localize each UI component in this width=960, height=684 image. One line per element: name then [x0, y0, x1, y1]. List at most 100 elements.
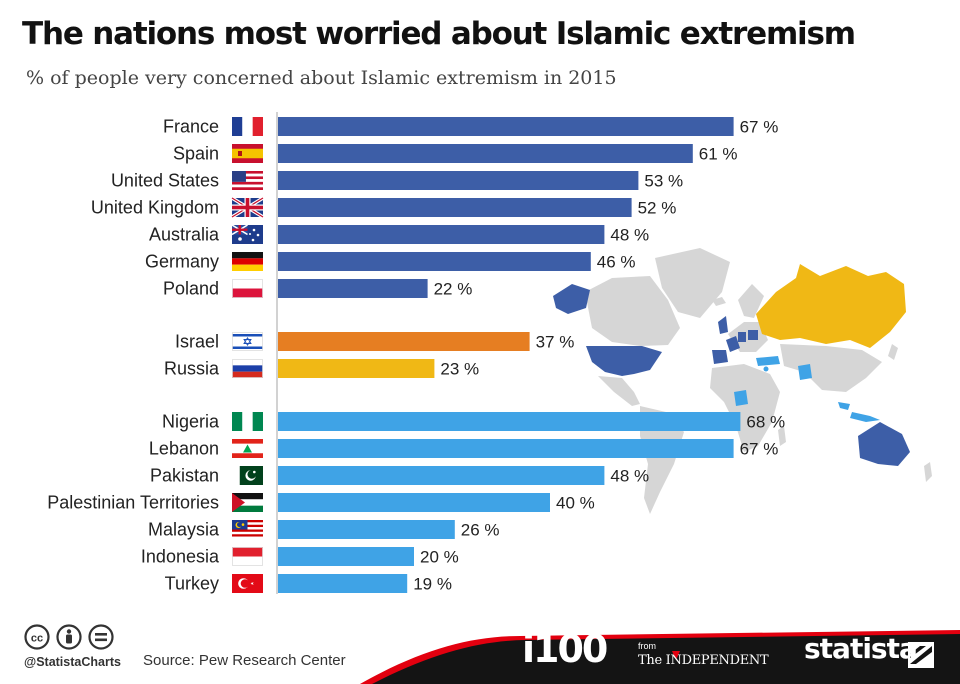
- svg-text:cc: cc: [31, 633, 43, 645]
- bar-value-poland: 22 %: [434, 280, 473, 299]
- bar-value-lebanon: 67 %: [740, 440, 779, 459]
- cc-icon: cc: [24, 624, 50, 650]
- map-malaysia: [838, 402, 850, 410]
- flag-france-icon: [232, 117, 263, 136]
- bar-russia: [278, 359, 435, 378]
- bar-value-malaysia: 26 %: [461, 521, 500, 540]
- bar-value-pakistan: 48 %: [610, 467, 649, 486]
- bar-germany: [278, 252, 591, 271]
- flag-united-kingdom-icon: [231, 196, 264, 219]
- bar-label-israel: Israel: [175, 332, 219, 352]
- map-africa: [710, 364, 780, 452]
- bar-united-states: [278, 171, 639, 190]
- bar-label-turkey: Turkey: [165, 574, 219, 594]
- chart-subtitle: % of people very concerned about Islamic…: [26, 67, 617, 89]
- flag-spain-icon: [232, 144, 263, 163]
- license-icons: cc: [24, 623, 124, 658]
- map-asia: [780, 344, 882, 392]
- flag-palestinian-territories-icon: [232, 493, 263, 512]
- bar-indonesia: [278, 547, 414, 566]
- bar-israel: [278, 332, 530, 351]
- bar-label-indonesia: Indonesia: [141, 547, 220, 567]
- no-derivatives-icon: [88, 624, 114, 650]
- statista-handle: @StatistaCharts: [24, 655, 121, 669]
- map-canada: [585, 276, 680, 346]
- map-japan: [888, 344, 898, 360]
- map-indonesia: [850, 412, 880, 422]
- map-russia: [756, 264, 906, 348]
- flag-indonesia-icon: [232, 547, 263, 566]
- bar-label-united-kingdom: United Kingdom: [91, 198, 219, 218]
- bar-value-france: 67 %: [740, 118, 779, 137]
- bar-label-united-states: United States: [111, 171, 219, 191]
- independent-eagle-icon: [672, 651, 680, 660]
- bar-poland: [278, 279, 428, 298]
- chart-title: The nations most worried about Islamic e…: [22, 16, 856, 52]
- map-pakistan: [798, 364, 812, 380]
- flag-russia-icon: [232, 359, 263, 378]
- map-scandinavia: [738, 284, 764, 318]
- flag-malaysia-icon: [232, 520, 263, 539]
- flag-australia-icon: [231, 224, 263, 244]
- map-new-zealand: [924, 462, 932, 482]
- flag-turkey-icon: [232, 574, 263, 593]
- statista-logo-icon: [908, 642, 934, 668]
- bar-label-lebanon: Lebanon: [149, 439, 219, 459]
- bar-value-germany: 46 %: [597, 253, 636, 272]
- bar-value-spain: 61 %: [699, 145, 738, 164]
- flag-germany-icon: [232, 252, 263, 271]
- bar-label-poland: Poland: [163, 279, 219, 299]
- bar-label-palestinian-territories: Palestinian Territories: [47, 493, 219, 513]
- map-alaska: [553, 284, 590, 314]
- bar-label-france: France: [163, 117, 219, 137]
- bar-label-pakistan: Pakistan: [150, 466, 219, 486]
- map-germany: [738, 332, 746, 342]
- flag-pakistan-icon: [232, 466, 263, 485]
- bar-united-kingdom: [278, 198, 632, 217]
- bar-nigeria: [278, 412, 741, 431]
- bar-label-malaysia: Malaysia: [148, 520, 220, 540]
- bar-value-turkey: 19 %: [413, 575, 452, 594]
- bar-value-australia: 48 %: [610, 226, 649, 245]
- bar-value-united-kingdom: 52 %: [638, 199, 677, 218]
- source-note: Source: Pew Research Center: [143, 652, 346, 669]
- bar-lebanon: [278, 439, 734, 458]
- map-greenland: [655, 248, 730, 318]
- bar-australia: [278, 225, 605, 244]
- map-poland: [748, 330, 758, 340]
- map-nigeria: [734, 390, 748, 406]
- independent-logo: The INDEPENDENT: [638, 653, 769, 668]
- flag-nigeria-icon: [232, 412, 263, 431]
- map-australia: [858, 422, 910, 466]
- map-usa: [586, 346, 662, 376]
- bar-label-russia: Russia: [164, 359, 220, 379]
- statista-logo: statista: [804, 632, 918, 665]
- bar-value-indonesia: 20 %: [420, 548, 459, 567]
- map-iceland: [712, 297, 726, 306]
- flag-israel-icon: [232, 332, 263, 351]
- flag-poland-icon: [232, 279, 263, 298]
- flag-united-states-icon: [232, 171, 263, 190]
- bars-layer: France 67 % Spain 61 % United States 53 % Unit…: [47, 117, 785, 594]
- bar-value-russia: 23 %: [440, 360, 479, 379]
- world-map-icon: [553, 248, 932, 514]
- bar-label-germany: Germany: [145, 252, 219, 272]
- bar-label-nigeria: Nigeria: [162, 412, 220, 432]
- bar-value-united-states: 53 %: [644, 172, 683, 191]
- bar-label-australia: Australia: [149, 225, 220, 245]
- map-france: [726, 336, 740, 352]
- bar-malaysia: [278, 520, 455, 539]
- bar-value-israel: 37 %: [536, 333, 575, 352]
- bar-pakistan: [278, 466, 605, 485]
- bar-value-palestinian-territories: 40 %: [556, 494, 595, 513]
- bar-value-nigeria: 68 %: [746, 413, 785, 432]
- bar-label-spain: Spain: [173, 144, 219, 164]
- i100-from-label: from: [638, 641, 656, 651]
- map-lebanon: [763, 366, 769, 372]
- attribution-icon: [56, 624, 82, 650]
- map-madagascar: [778, 426, 786, 446]
- bar-france: [278, 117, 734, 136]
- map-uk: [718, 316, 728, 334]
- flag-lebanon-icon: [232, 439, 263, 458]
